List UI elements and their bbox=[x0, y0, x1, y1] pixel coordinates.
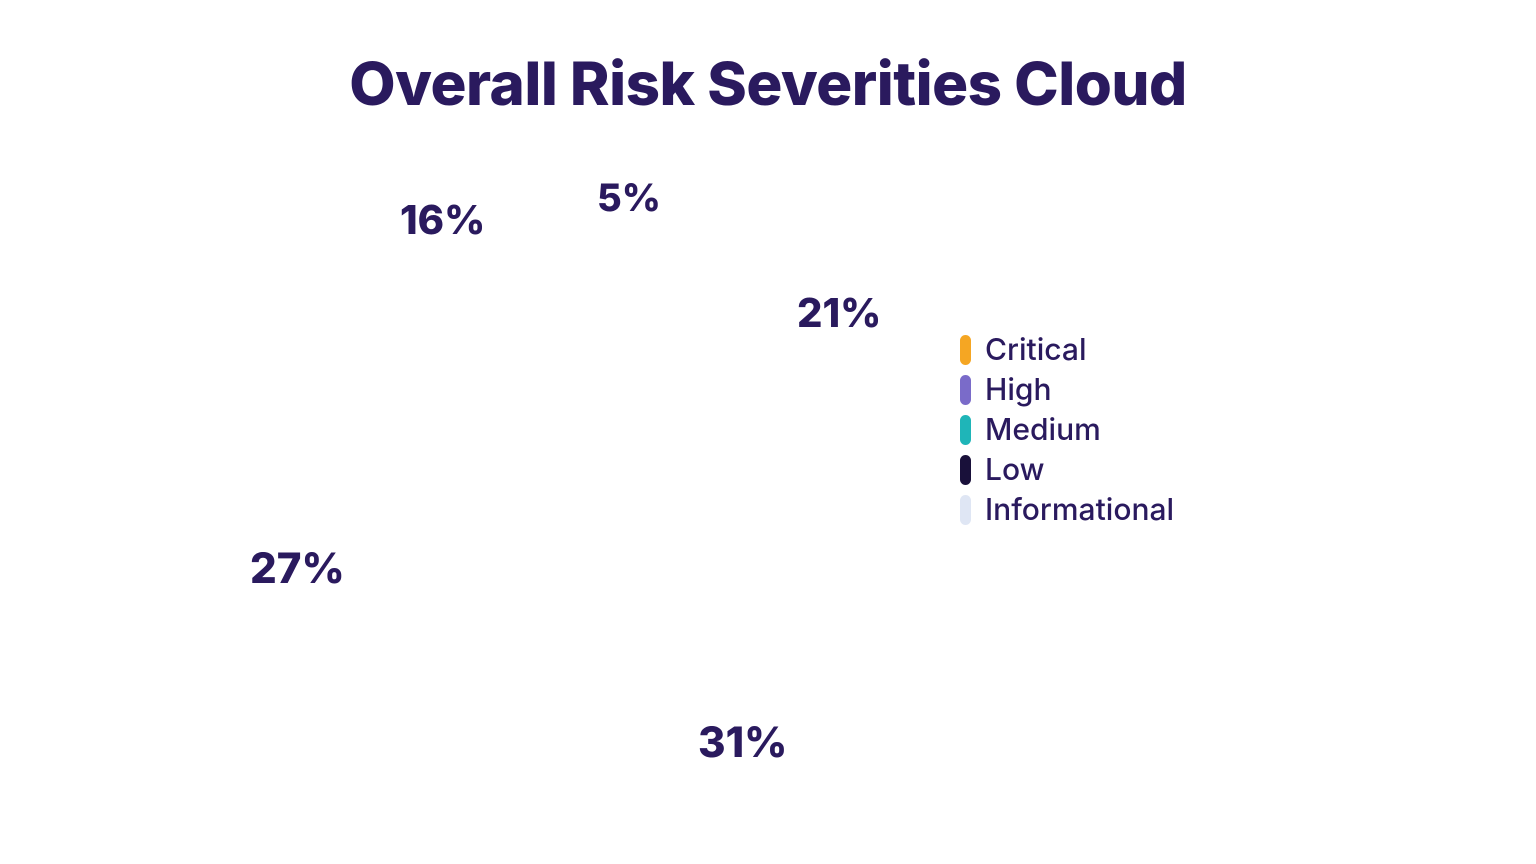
legend-item-medium: Medium bbox=[960, 415, 1174, 445]
pct-label-21: 21% bbox=[797, 288, 881, 337]
legend: Critical High Medium Low Informational bbox=[960, 335, 1174, 535]
legend-label-informational: Informational bbox=[985, 495, 1174, 525]
legend-swatch-medium bbox=[960, 415, 971, 445]
legend-item-critical: Critical bbox=[960, 335, 1174, 365]
legend-swatch-critical bbox=[960, 335, 971, 365]
legend-item-high: High bbox=[960, 375, 1174, 405]
chart-title: Overall Risk Severities Cloud bbox=[349, 48, 1187, 120]
legend-item-low: Low bbox=[960, 455, 1174, 485]
pct-label-16: 16% bbox=[400, 195, 485, 244]
pct-label-27: 27% bbox=[250, 543, 345, 594]
legend-label-medium: Medium bbox=[985, 415, 1101, 445]
pct-label-5: 5% bbox=[597, 175, 661, 221]
pct-label-31: 31% bbox=[698, 717, 787, 768]
legend-label-low: Low bbox=[985, 455, 1044, 485]
legend-swatch-low bbox=[960, 455, 971, 485]
legend-item-informational: Informational bbox=[960, 495, 1174, 525]
legend-label-critical: Critical bbox=[985, 335, 1087, 365]
legend-swatch-informational bbox=[960, 495, 971, 525]
legend-label-high: High bbox=[985, 375, 1052, 405]
legend-swatch-high bbox=[960, 375, 971, 405]
